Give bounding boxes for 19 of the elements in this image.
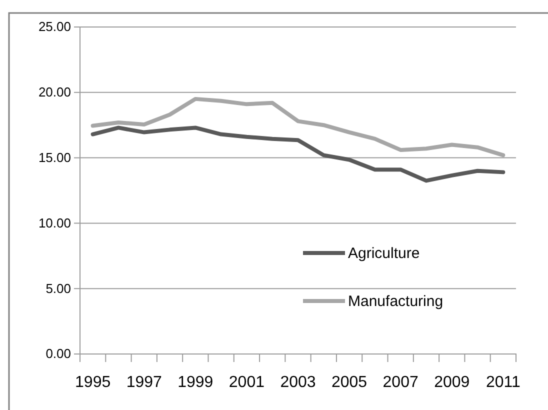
- y-tick-label: 15.00: [38, 150, 71, 165]
- x-tick-label: 2011: [486, 374, 520, 391]
- x-tick-label: 2005: [331, 374, 368, 391]
- legend-label: Manufacturing: [348, 293, 444, 310]
- y-tick-label: 0.00: [46, 346, 71, 362]
- x-tick-label: 2007: [382, 374, 418, 391]
- x-tick-label: 2009: [434, 374, 470, 391]
- x-tick-label: 2001: [228, 374, 265, 391]
- legend-label: Agriculture: [348, 245, 420, 262]
- y-tick-label: 5.00: [46, 280, 71, 296]
- line-series: [90, 126, 506, 183]
- x-tick-label: 1995: [75, 374, 111, 391]
- x-tick-label: 2003: [280, 374, 316, 391]
- y-tick-label: 10.00: [38, 215, 71, 230]
- x-tick-label: 1997: [126, 374, 162, 391]
- line-series: [90, 96, 506, 158]
- y-tick-label: 20.00: [38, 84, 71, 100]
- x-tick-label: 1999: [178, 374, 214, 391]
- y-tick-label: 25.00: [38, 19, 71, 34]
